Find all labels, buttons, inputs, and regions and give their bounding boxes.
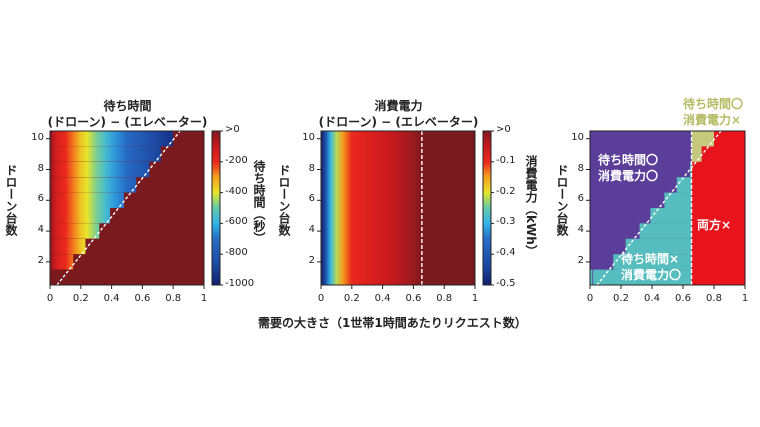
chart2-ytick: 6: [308, 193, 315, 205]
chart1-ytick: 6: [37, 193, 44, 205]
chart3-ytick: 4: [577, 224, 584, 236]
chart2-ytick: 4: [308, 224, 315, 236]
label-both-good-line2: 消費電力〇: [598, 169, 659, 183]
chart2-colorbar-tick: -0.1: [496, 154, 516, 166]
chart2-xtick: 0: [317, 293, 325, 304]
chart3-ytick: 10: [571, 131, 584, 143]
chart1-colorbar-tick: -800: [225, 247, 248, 259]
chart1-title-line1: 待ち時間: [103, 99, 152, 113]
chart2-title-line2: (ドローン) − (エレベーター): [318, 115, 479, 129]
chart2-xtick: 0.6: [405, 293, 422, 304]
label-power-good-line2: 消費電力〇: [621, 268, 682, 282]
chart2-xtick: 0.8: [436, 293, 453, 304]
common-xlabel: 需要の大きさ（1世帯1時間あたりリクエスト数）: [258, 316, 527, 330]
chart2-colorbar-label: 消費電力（kWh）: [524, 155, 538, 257]
chart3-xtick: 1: [741, 293, 749, 304]
chart2-ytick: 2: [308, 254, 315, 266]
chart1-xtick: 0: [46, 293, 54, 304]
label-power-bad-line2: 消費電力×: [683, 113, 742, 127]
label-both-bad: 両方×: [697, 217, 731, 233]
chart3-xtick: 0.2: [613, 293, 629, 304]
chart1-ylabel: ドローン台数: [4, 164, 18, 236]
chart1-xtick: 0.4: [103, 293, 120, 304]
chart1-colorbar-label: 待ち時間（秒）: [252, 160, 266, 244]
chart1-ytick: 2: [37, 254, 44, 266]
chart1-xtick: 1: [200, 293, 208, 304]
chart2-colorbar-tick: -0.4: [496, 247, 516, 259]
chart1-title-line2: (ドローン) − (エレベーター): [47, 115, 208, 129]
chart3-ytick: 6: [577, 193, 584, 205]
chart3-xtick: 0: [586, 293, 594, 304]
chart2-xtick: 0.2: [343, 293, 360, 304]
chart1-xtick: 0.6: [134, 293, 151, 304]
chart2-ylabel: ドローン台数: [277, 164, 291, 236]
chart2-title: 消費電力 (ドローン) − (エレベーター): [319, 98, 479, 130]
label-both-good-line1: 待ち時間〇: [598, 153, 659, 167]
chart3-xtick: 0.8: [706, 293, 722, 304]
chart1-title: 待ち時間 (ドローン) − (エレベーター): [48, 98, 208, 130]
chart1-xtick: 0.2: [72, 293, 89, 304]
label-wait-bad-power-good: 待ち時間× 消費電力〇: [621, 251, 681, 283]
chart3-ytick: 2: [577, 254, 584, 266]
label-both-good: 待ち時間〇 消費電力〇: [598, 152, 658, 184]
label-wait-good-line1: 待ち時間〇: [683, 97, 744, 111]
chart2-colorbar-tick: -0.2: [496, 185, 516, 197]
chart3-ylabel: ドローン台数: [555, 164, 569, 236]
chart2-ytick: 10: [302, 131, 315, 143]
chart1-colorbar-tick: -200: [225, 154, 248, 166]
chart1-ytick: 10: [31, 131, 44, 143]
chart2-colorbar-tick: >0: [496, 124, 511, 135]
chart2-xtick: 1: [471, 293, 479, 304]
chart3-ytick: 8: [577, 162, 584, 174]
chart1-xtick: 0.8: [165, 293, 182, 304]
chart1-colorbar-tick: -1000: [225, 278, 255, 289]
chart2-ytick: 8: [308, 162, 315, 174]
chart1-colorbar-tick: -600: [225, 216, 248, 228]
chart2-title-line1: 消費電力: [374, 99, 423, 113]
chart2-colorbar-tick: -0.3: [496, 216, 516, 228]
label-wait-bad-line1: 待ち時間×: [621, 252, 680, 266]
label-wait-good-power-bad: 待ち時間〇 消費電力×: [683, 96, 743, 128]
chart1-colorbar-tick: -400: [225, 185, 248, 197]
chart1-colorbar-tick: >0: [225, 124, 240, 135]
chart2-xtick: 0.4: [374, 293, 391, 304]
chart1-ytick: 4: [37, 224, 44, 236]
chart3-xtick: 0.6: [675, 293, 691, 304]
chart1-ytick: 8: [37, 162, 44, 174]
chart3-xtick: 0.4: [644, 293, 660, 304]
label-both-bad-line1: 両方×: [697, 218, 732, 232]
chart2-colorbar-tick: -0.5: [496, 278, 516, 289]
